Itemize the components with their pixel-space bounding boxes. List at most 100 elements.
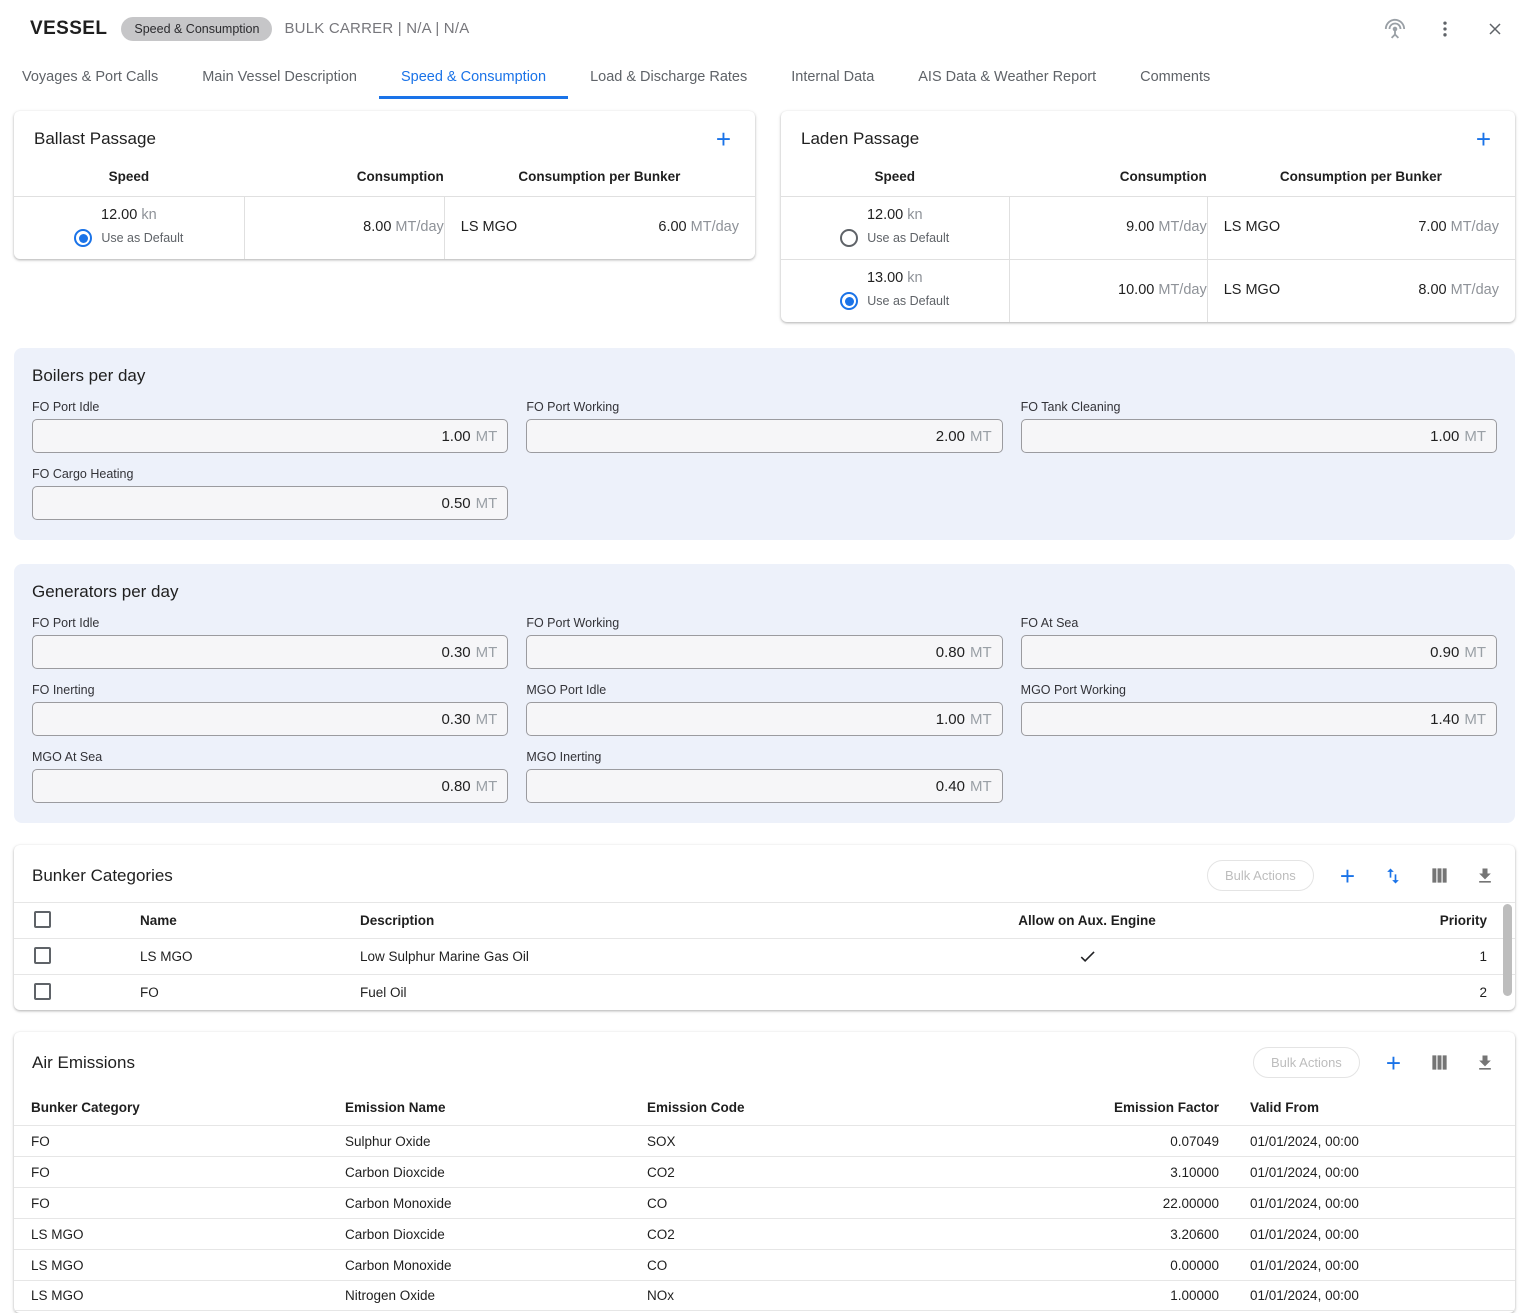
- field-input[interactable]: 0.90MT: [1021, 635, 1497, 669]
- passage-row: 13.00 kn Use as Default 10.00 MT/day LS: [781, 259, 1515, 322]
- tab-item[interactable]: Speed & Consumption: [379, 57, 568, 99]
- field-label: FO Cargo Heating: [32, 467, 508, 481]
- field-input[interactable]: 2.00MT: [526, 419, 1002, 453]
- antenna-icon[interactable]: [1383, 17, 1407, 41]
- column-header-description: Description: [360, 913, 807, 928]
- columns-icon[interactable]: [1427, 1051, 1451, 1075]
- field-input[interactable]: 0.40MT: [526, 769, 1002, 803]
- tab-item[interactable]: Load & Discharge Rates: [568, 57, 769, 99]
- tab-item[interactable]: Voyages & Port Calls: [0, 57, 180, 99]
- download-icon[interactable]: [1473, 1051, 1497, 1075]
- field-label: FO Port Idle: [32, 400, 508, 414]
- emission-name-cell: Nitrogen Oxide: [345, 1288, 647, 1303]
- bulk-actions-button[interactable]: Bulk Actions: [1253, 1047, 1360, 1078]
- column-header-consumption: Consumption: [1009, 163, 1207, 196]
- column-header-bunker-category: Bunker Category: [31, 1100, 345, 1115]
- add-bunker-category-button[interactable]: +: [1336, 866, 1359, 886]
- row-checkbox[interactable]: [34, 947, 51, 964]
- radio-icon: [840, 229, 858, 247]
- scrollbar[interactable]: [1503, 904, 1512, 1004]
- add-air-emission-button[interactable]: +: [1382, 1053, 1405, 1073]
- valid-from-cell: 01/01/2024, 00:00: [1219, 1227, 1515, 1242]
- valid-from-cell: 01/01/2024, 00:00: [1219, 1288, 1515, 1303]
- use-as-default-label: Use as Default: [867, 294, 949, 308]
- tab-bar: Voyages & Port Calls Main Vessel Descrip…: [0, 57, 1529, 99]
- field-input[interactable]: 1.00MT: [526, 702, 1002, 736]
- field-input[interactable]: 1.40MT: [1021, 702, 1497, 736]
- column-header-consumption: Consumption: [244, 163, 444, 196]
- boiler-field: FO Cargo Heating 0.50MT: [32, 467, 508, 520]
- generator-field: FO Port Idle 0.30MT: [32, 616, 508, 669]
- consumption-value: 9.00 MT/day: [1010, 207, 1207, 247]
- bunker-categories-table: Name Description Allow on Aux. Engine Pr…: [14, 902, 1515, 1010]
- ballast-passage-card: Ballast Passage + Speed Consumption Cons…: [14, 111, 755, 259]
- close-icon[interactable]: [1483, 17, 1507, 41]
- emission-name-cell: Sulphur Oxide: [345, 1134, 647, 1149]
- valid-from-cell: 01/01/2024, 00:00: [1219, 1258, 1515, 1273]
- bunker-consumption-cell: LS MGO 6.00 MT/day: [445, 207, 755, 247]
- field-input[interactable]: 0.30MT: [32, 702, 508, 736]
- boiler-field: FO Port Working 2.00MT: [526, 400, 1002, 453]
- ballast-passage-title: Ballast Passage: [34, 129, 156, 149]
- columns-icon[interactable]: [1427, 864, 1451, 888]
- bunker-name-cell: FO: [140, 985, 360, 1000]
- field-input[interactable]: 1.00MT: [32, 419, 508, 453]
- vessel-subtitle: BULK CARRER | N/A | N/A: [284, 20, 469, 37]
- row-checkbox[interactable]: [34, 983, 51, 1000]
- column-header-name: Name: [140, 913, 360, 928]
- bunker-category-cell: LS MGO: [31, 1288, 345, 1303]
- use-as-default-radio[interactable]: Use as Default: [781, 229, 1009, 247]
- column-header-consumption-per-bunker: Consumption per Bunker: [444, 163, 755, 196]
- emission-factor-cell: 3.10000: [949, 1165, 1219, 1180]
- field-label: MGO At Sea: [32, 750, 508, 764]
- field-label: MGO Inerting: [526, 750, 1002, 764]
- column-header-emission-factor: Emission Factor: [949, 1100, 1219, 1115]
- page-title: VESSEL: [30, 18, 107, 40]
- generator-field: FO Inerting 0.30MT: [32, 683, 508, 736]
- tab-item[interactable]: Main Vessel Description: [180, 57, 379, 99]
- sort-icon[interactable]: [1381, 864, 1405, 888]
- select-all-checkbox[interactable]: [34, 911, 51, 928]
- field-input[interactable]: 0.30MT: [32, 635, 508, 669]
- bunker-name: LS MGO: [1224, 282, 1280, 298]
- field-input[interactable]: 0.80MT: [32, 769, 508, 803]
- bulk-actions-button[interactable]: Bulk Actions: [1207, 860, 1314, 891]
- emission-code-cell: CO2: [647, 1227, 949, 1242]
- kebab-menu-icon[interactable]: [1433, 17, 1457, 41]
- emission-factor-cell: 0.00000: [949, 1258, 1219, 1273]
- scrollbar-thumb[interactable]: [1503, 904, 1512, 996]
- add-ballast-speed-button[interactable]: +: [712, 129, 735, 149]
- bunker-categories-title: Bunker Categories: [32, 866, 173, 886]
- download-icon[interactable]: [1473, 864, 1497, 888]
- field-label: FO Tank Cleaning: [1021, 400, 1497, 414]
- bunker-name-cell: LS MGO: [140, 949, 360, 964]
- use-as-default-radio[interactable]: Use as Default: [781, 292, 1009, 310]
- boiler-field: FO Port Idle 1.00MT: [32, 400, 508, 453]
- field-input[interactable]: 1.00MT: [1021, 419, 1497, 453]
- tab-item[interactable]: Internal Data: [769, 57, 896, 99]
- use-as-default-label: Use as Default: [867, 231, 949, 245]
- tab-item[interactable]: AIS Data & Weather Report: [896, 57, 1118, 99]
- generators-section: Generators per day FO Port Idle 0.30MT F…: [14, 564, 1515, 823]
- air-emissions-toolbar: Bulk Actions +: [1253, 1047, 1497, 1078]
- generator-field: MGO Port Working 1.40MT: [1021, 683, 1497, 736]
- emission-code-cell: CO: [647, 1196, 949, 1211]
- speed-value: 12.00 kn: [781, 207, 1009, 223]
- emission-factor-cell: 1.00000: [949, 1288, 1219, 1303]
- passage-cards-row: Ballast Passage + Speed Consumption Cons…: [14, 111, 1515, 322]
- emission-code-cell: SOX: [647, 1134, 949, 1149]
- column-header-valid-from: Valid From: [1219, 1100, 1515, 1115]
- bunker-description-cell: Low Sulphur Marine Gas Oil: [360, 949, 807, 964]
- add-laden-speed-button[interactable]: +: [1472, 129, 1495, 149]
- generator-field: FO At Sea 0.90MT: [1021, 616, 1497, 669]
- table-row: FO Carbon Monoxide CO 22.00000 01/01/202…: [14, 1187, 1515, 1218]
- valid-from-cell: 01/01/2024, 00:00: [1219, 1196, 1515, 1211]
- field-input[interactable]: 0.80MT: [526, 635, 1002, 669]
- use-as-default-radio[interactable]: Use as Default: [14, 229, 244, 247]
- field-input[interactable]: 0.50MT: [32, 486, 508, 520]
- table-row: FO Carbon Dioxcide CO2 3.10000 01/01/202…: [14, 1156, 1515, 1187]
- valid-from-cell: 01/01/2024, 00:00: [1219, 1134, 1515, 1149]
- bunker-category-cell: LS MGO: [31, 1227, 345, 1242]
- column-header-priority: Priority: [1367, 913, 1487, 928]
- tab-item[interactable]: Comments: [1118, 57, 1232, 99]
